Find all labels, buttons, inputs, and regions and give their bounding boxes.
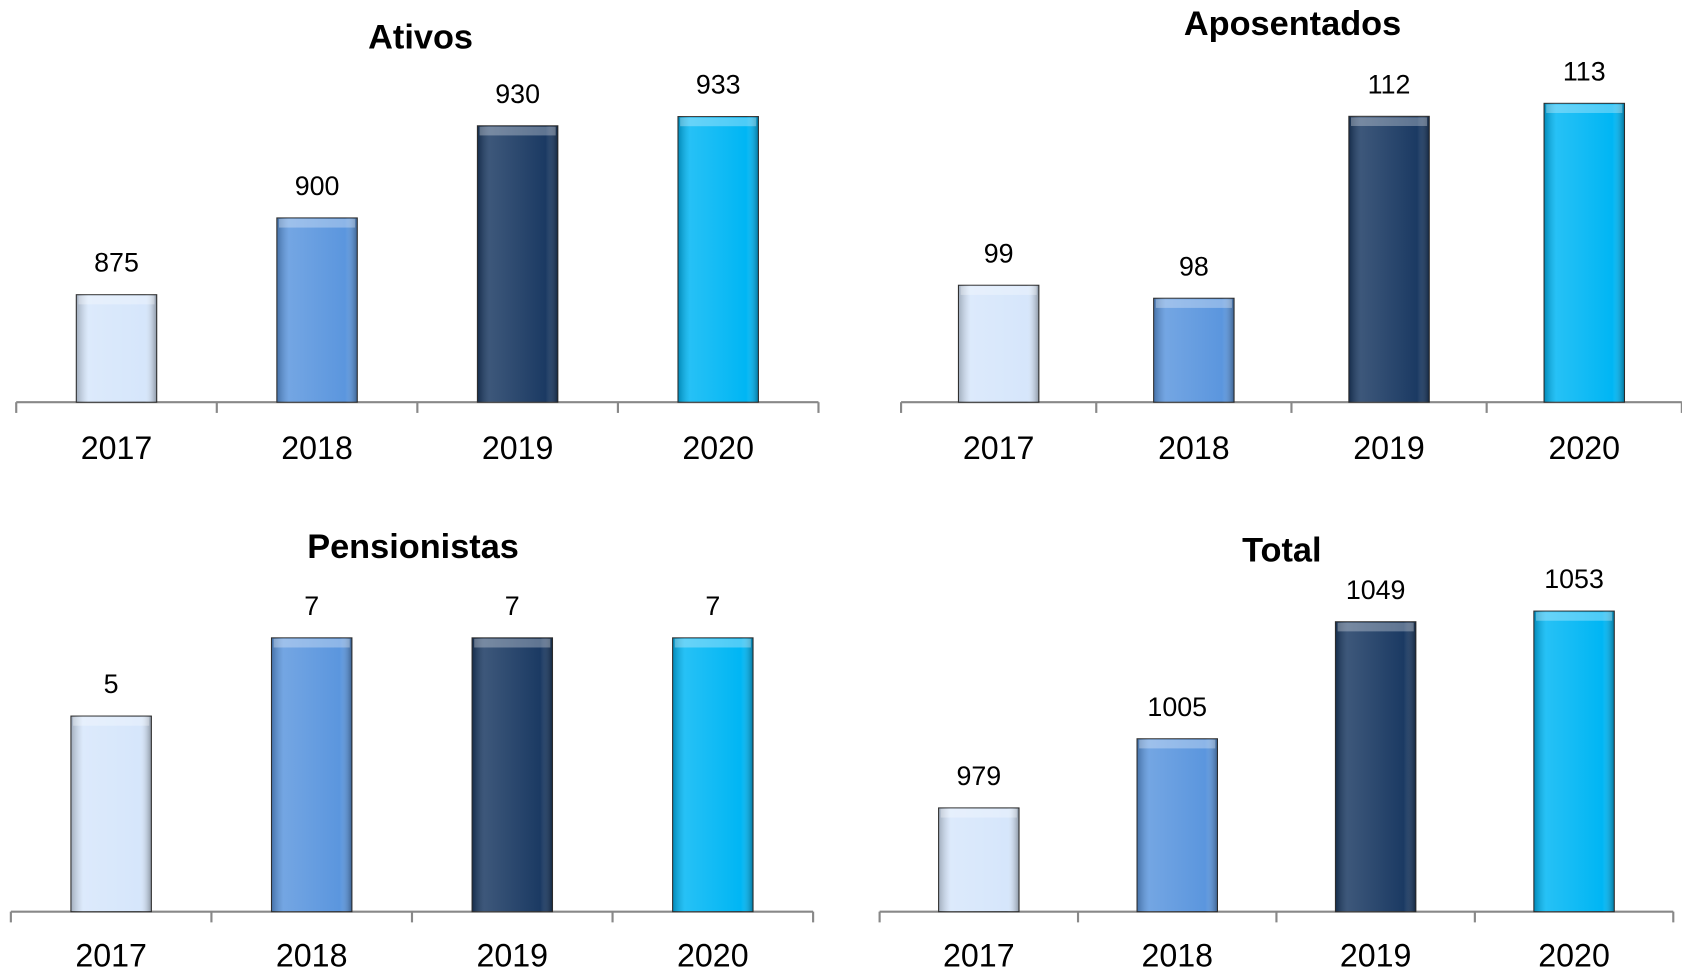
x-tick-label: 2017 xyxy=(963,430,1035,466)
bar-bevel xyxy=(674,638,751,648)
x-tick-label: 2018 xyxy=(276,937,348,973)
value-label: 930 xyxy=(495,79,540,109)
bar-shade xyxy=(958,285,1039,403)
x-tick-label: 2019 xyxy=(1353,430,1425,466)
chart-title: Total xyxy=(1242,531,1321,569)
bar-bevel xyxy=(273,638,350,648)
x-tick-label: 2017 xyxy=(81,430,153,466)
bar-shade xyxy=(677,116,759,403)
x-tick-label: 2018 xyxy=(1158,430,1230,466)
bar-bevel xyxy=(1337,622,1414,632)
bar-bevel xyxy=(960,286,1037,295)
x-tick-label: 2018 xyxy=(1141,937,1213,973)
value-label: 7 xyxy=(505,591,520,621)
x-tick-label: 2017 xyxy=(75,937,147,973)
x-tick-label: 2020 xyxy=(1538,937,1610,973)
value-label: 875 xyxy=(94,248,139,278)
bar-bevel xyxy=(1546,104,1623,113)
value-label: 7 xyxy=(705,591,720,621)
value-label: 5 xyxy=(104,669,119,699)
chart-title: Pensionistas xyxy=(307,528,519,566)
bar-bevel xyxy=(1139,739,1216,749)
bar-shade xyxy=(1348,116,1430,403)
bar-shade xyxy=(1335,621,1416,912)
bar-bevel xyxy=(940,808,1017,818)
value-label: 113 xyxy=(1563,56,1606,86)
x-tick-label: 2020 xyxy=(677,937,749,973)
value-label: 900 xyxy=(295,171,340,201)
value-label: 98 xyxy=(1179,251,1209,281)
x-tick-label: 2019 xyxy=(482,430,554,466)
bar-bevel xyxy=(73,717,150,726)
bar-shade xyxy=(76,294,157,403)
bar-bevel xyxy=(474,638,551,648)
bar-shade xyxy=(1153,298,1235,403)
x-tick-label: 2017 xyxy=(943,937,1015,973)
value-label: 99 xyxy=(984,238,1014,268)
bar-shade xyxy=(1533,611,1615,912)
value-label: 112 xyxy=(1368,69,1411,99)
bar-shade xyxy=(472,637,553,912)
bar-shade xyxy=(1544,103,1625,403)
x-tick-label: 2020 xyxy=(1548,430,1620,466)
bar-shade xyxy=(938,807,1020,912)
value-label: 1053 xyxy=(1544,564,1604,594)
bar-shade xyxy=(1137,738,1218,912)
bar-shade xyxy=(477,125,558,403)
x-tick-label: 2020 xyxy=(682,430,754,466)
value-label: 1005 xyxy=(1147,692,1207,722)
bar-bevel xyxy=(278,218,356,228)
bar-bevel xyxy=(78,295,155,305)
bar-shade xyxy=(271,637,352,912)
x-tick-label: 2018 xyxy=(281,430,353,466)
bar-shade xyxy=(276,217,358,403)
bar-bevel xyxy=(1350,117,1428,126)
value-label: 933 xyxy=(696,70,741,100)
bar-shade xyxy=(70,716,152,912)
bar-bevel xyxy=(1155,299,1232,308)
bar-bevel xyxy=(680,117,757,127)
value-label: 1049 xyxy=(1346,575,1406,605)
x-tick-label: 2019 xyxy=(476,937,548,973)
bar-bevel xyxy=(479,126,556,136)
value-label: 7 xyxy=(304,591,319,621)
value-label: 979 xyxy=(956,761,1001,791)
x-tick-label: 2019 xyxy=(1340,937,1412,973)
bar-shade xyxy=(672,637,754,912)
bar-bevel xyxy=(1535,612,1613,621)
chart-title: Aposentados xyxy=(1184,5,1401,43)
chart-title: Ativos xyxy=(368,19,473,57)
